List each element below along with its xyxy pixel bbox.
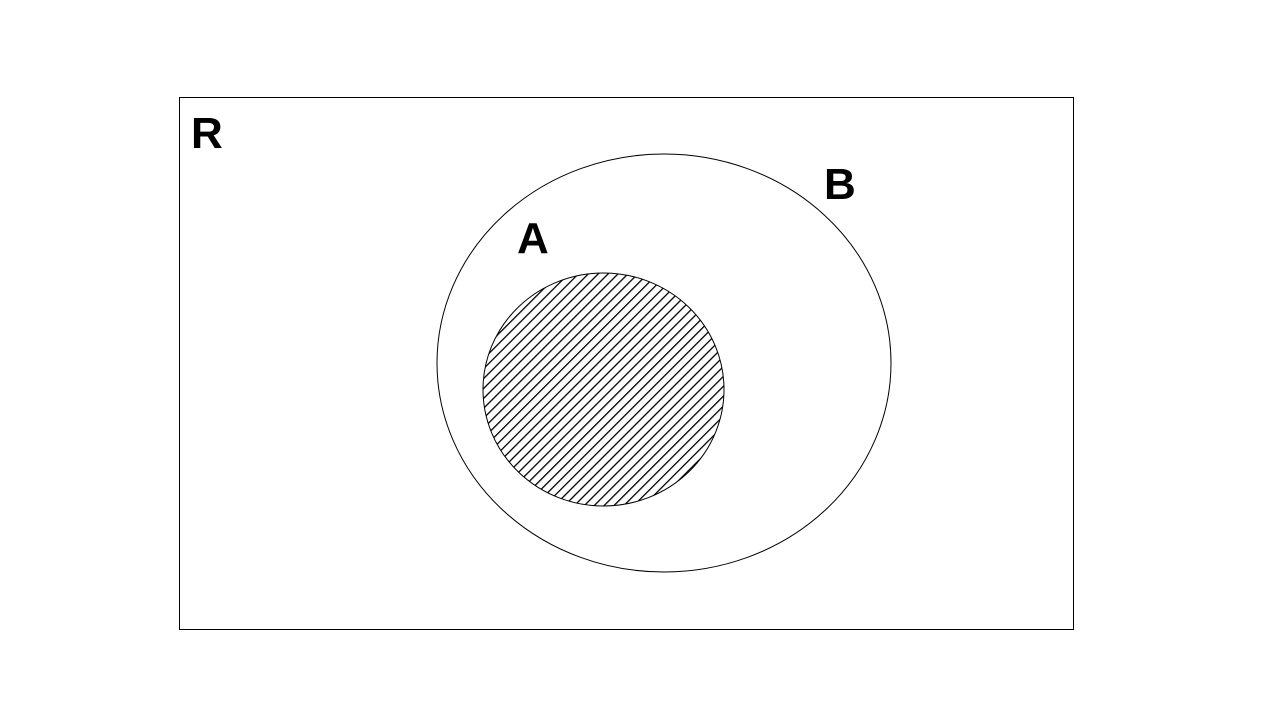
universe-label: R [191, 109, 223, 158]
set-a-ellipse [482, 272, 725, 507]
set-a-label: A [517, 214, 549, 263]
set-b-ellipse [436, 153, 892, 573]
set-b-label: B [824, 160, 856, 209]
